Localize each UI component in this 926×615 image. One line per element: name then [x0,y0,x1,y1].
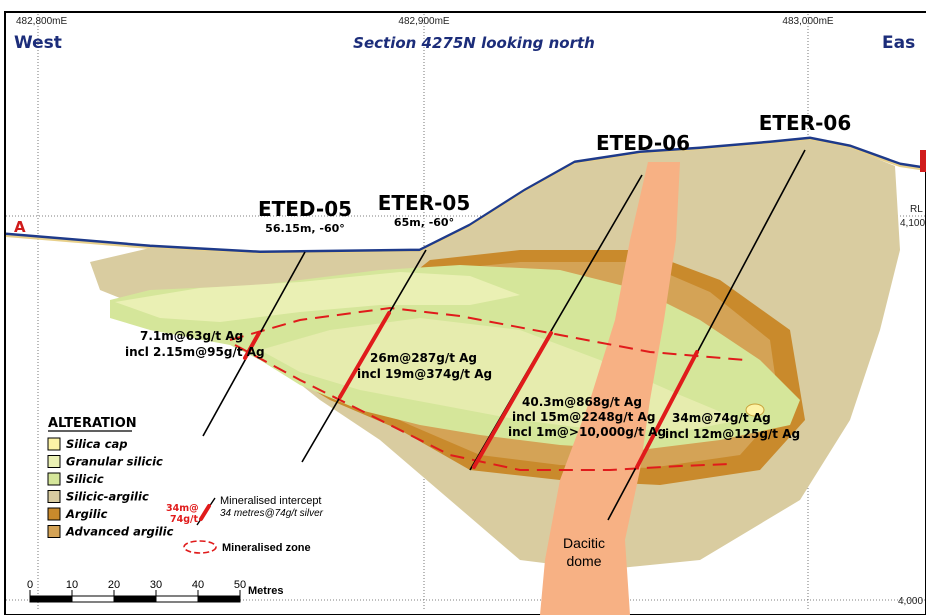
legend-intercept-sample-line2: 74g/t [170,514,198,525]
scale-tick-label-2: 20 [108,579,120,591]
legend-swatch-4 [47,507,61,521]
legend-intercept-segment-icon [199,504,211,521]
hole-name-eted-06: ETED-06 [596,131,690,155]
legend-zone-desc: Mineralised zone [222,542,311,554]
legend-label-5: Advanced argilic [65,525,174,539]
intercept-segment-eted-06 [472,331,553,469]
intercept-eter-06-line2: incl 12m@125g/t Ag [665,427,800,441]
coord-label-right: 483,000mE [782,16,833,27]
scale-unit: Metres [248,585,283,597]
intercept-eted-05-line1: 7.1m@63g/t Ag [140,329,243,343]
sky-area [6,13,926,163]
intercept-eted-06-line1: 40.3m@868g/t Ag [522,395,642,409]
rl-upper-label: 4,100 [900,218,925,229]
dacitic-dome [540,162,680,615]
scale-tick-label-4: 40 [192,579,204,591]
legend-label-1: Granular silicic [66,455,163,469]
legend-label-4: Argilic [65,507,108,521]
granular-silicic-zone [115,272,520,322]
rl-label: RL [910,204,923,215]
silica-cap-zone [745,403,765,417]
intercept-segment-eted-05 [243,331,261,360]
scale-bar: 0 10 20 30 40 50 Metres [27,579,283,603]
coord-label-left: 482,800mE [16,16,67,27]
hole-name-eter-05: ETER-05 [378,191,471,215]
intercept-segment-eter-06 [635,350,699,469]
hole-name-eted-05: ETED-05 [258,197,352,221]
dome-label-line2: dome [566,553,601,569]
intercept-eter-05-line2: incl 19m@374g/t Ag [357,367,492,381]
alteration-legend: ALTERATION Silica cap Granular silicic Sil… [47,416,174,539]
scale-tick-label-0: 0 [27,579,33,591]
mineralised-zone-upper-boundary [229,306,746,361]
legend-swatch-3 [47,490,61,503]
legend-intercept-sample-line1: 34m@ [166,503,199,514]
intercept-eted-06-line2: incl 15m@2248g/t Ag [512,410,655,424]
section-title: Section 4275N looking north [353,34,595,52]
scale-tick-label-1: 10 [66,579,78,591]
legend-label-3: Silicic-argilic [66,490,149,504]
legend-intercept-desc-line1: Mineralised intercept [220,495,322,507]
hole-name-eter-06: ETER-06 [759,111,852,135]
mineralised-zone-lower-boundary [234,344,731,471]
coord-label-mid: 482,900mE [398,16,449,27]
dome-label-line1: Dacitic [563,535,605,551]
scale-tick-label-3: 30 [150,579,162,591]
section-a-marker: A [14,218,26,236]
intercept-eter-06-line1: 34m@74g/t Ag [672,411,771,425]
west-label: West [14,33,62,53]
legend-intercept-desc-line2: 34 metres@74g/t silver [220,508,324,519]
scale-bar-first-segment [30,596,72,602]
hole-detail-eted-05: 56.15m, -60° [265,222,345,235]
scale-tick-label-5: 50 [234,579,246,591]
hole-detail-eter-05: 65m, -60° [394,216,454,229]
legend-label-2: Silicic [66,472,104,486]
legend-swatch-0 [47,437,61,451]
legend-zone-icon [183,540,217,554]
legend-swatch-1 [47,455,61,468]
topographic-surface [5,136,926,254]
intercept-eted-06-line3: incl 1m@>10,000g/t Ag [508,425,666,439]
legend-swatch-2 [47,472,61,486]
intercept-segments [243,311,699,469]
intercept-segment-eter-05 [338,311,391,399]
rl-lower-label: 4,000 [898,596,923,607]
east-label: Eas [882,33,915,53]
section-b-marker [920,150,926,172]
legend-swatch-5 [47,525,61,538]
legend-title: ALTERATION [48,416,137,431]
intercept-eter-05-line1: 26m@287g/t Ag [370,351,477,365]
legend-label-0: Silica cap [66,437,128,451]
intercept-eted-05-line2: incl 2.15m@95g/t Ag [125,345,265,359]
